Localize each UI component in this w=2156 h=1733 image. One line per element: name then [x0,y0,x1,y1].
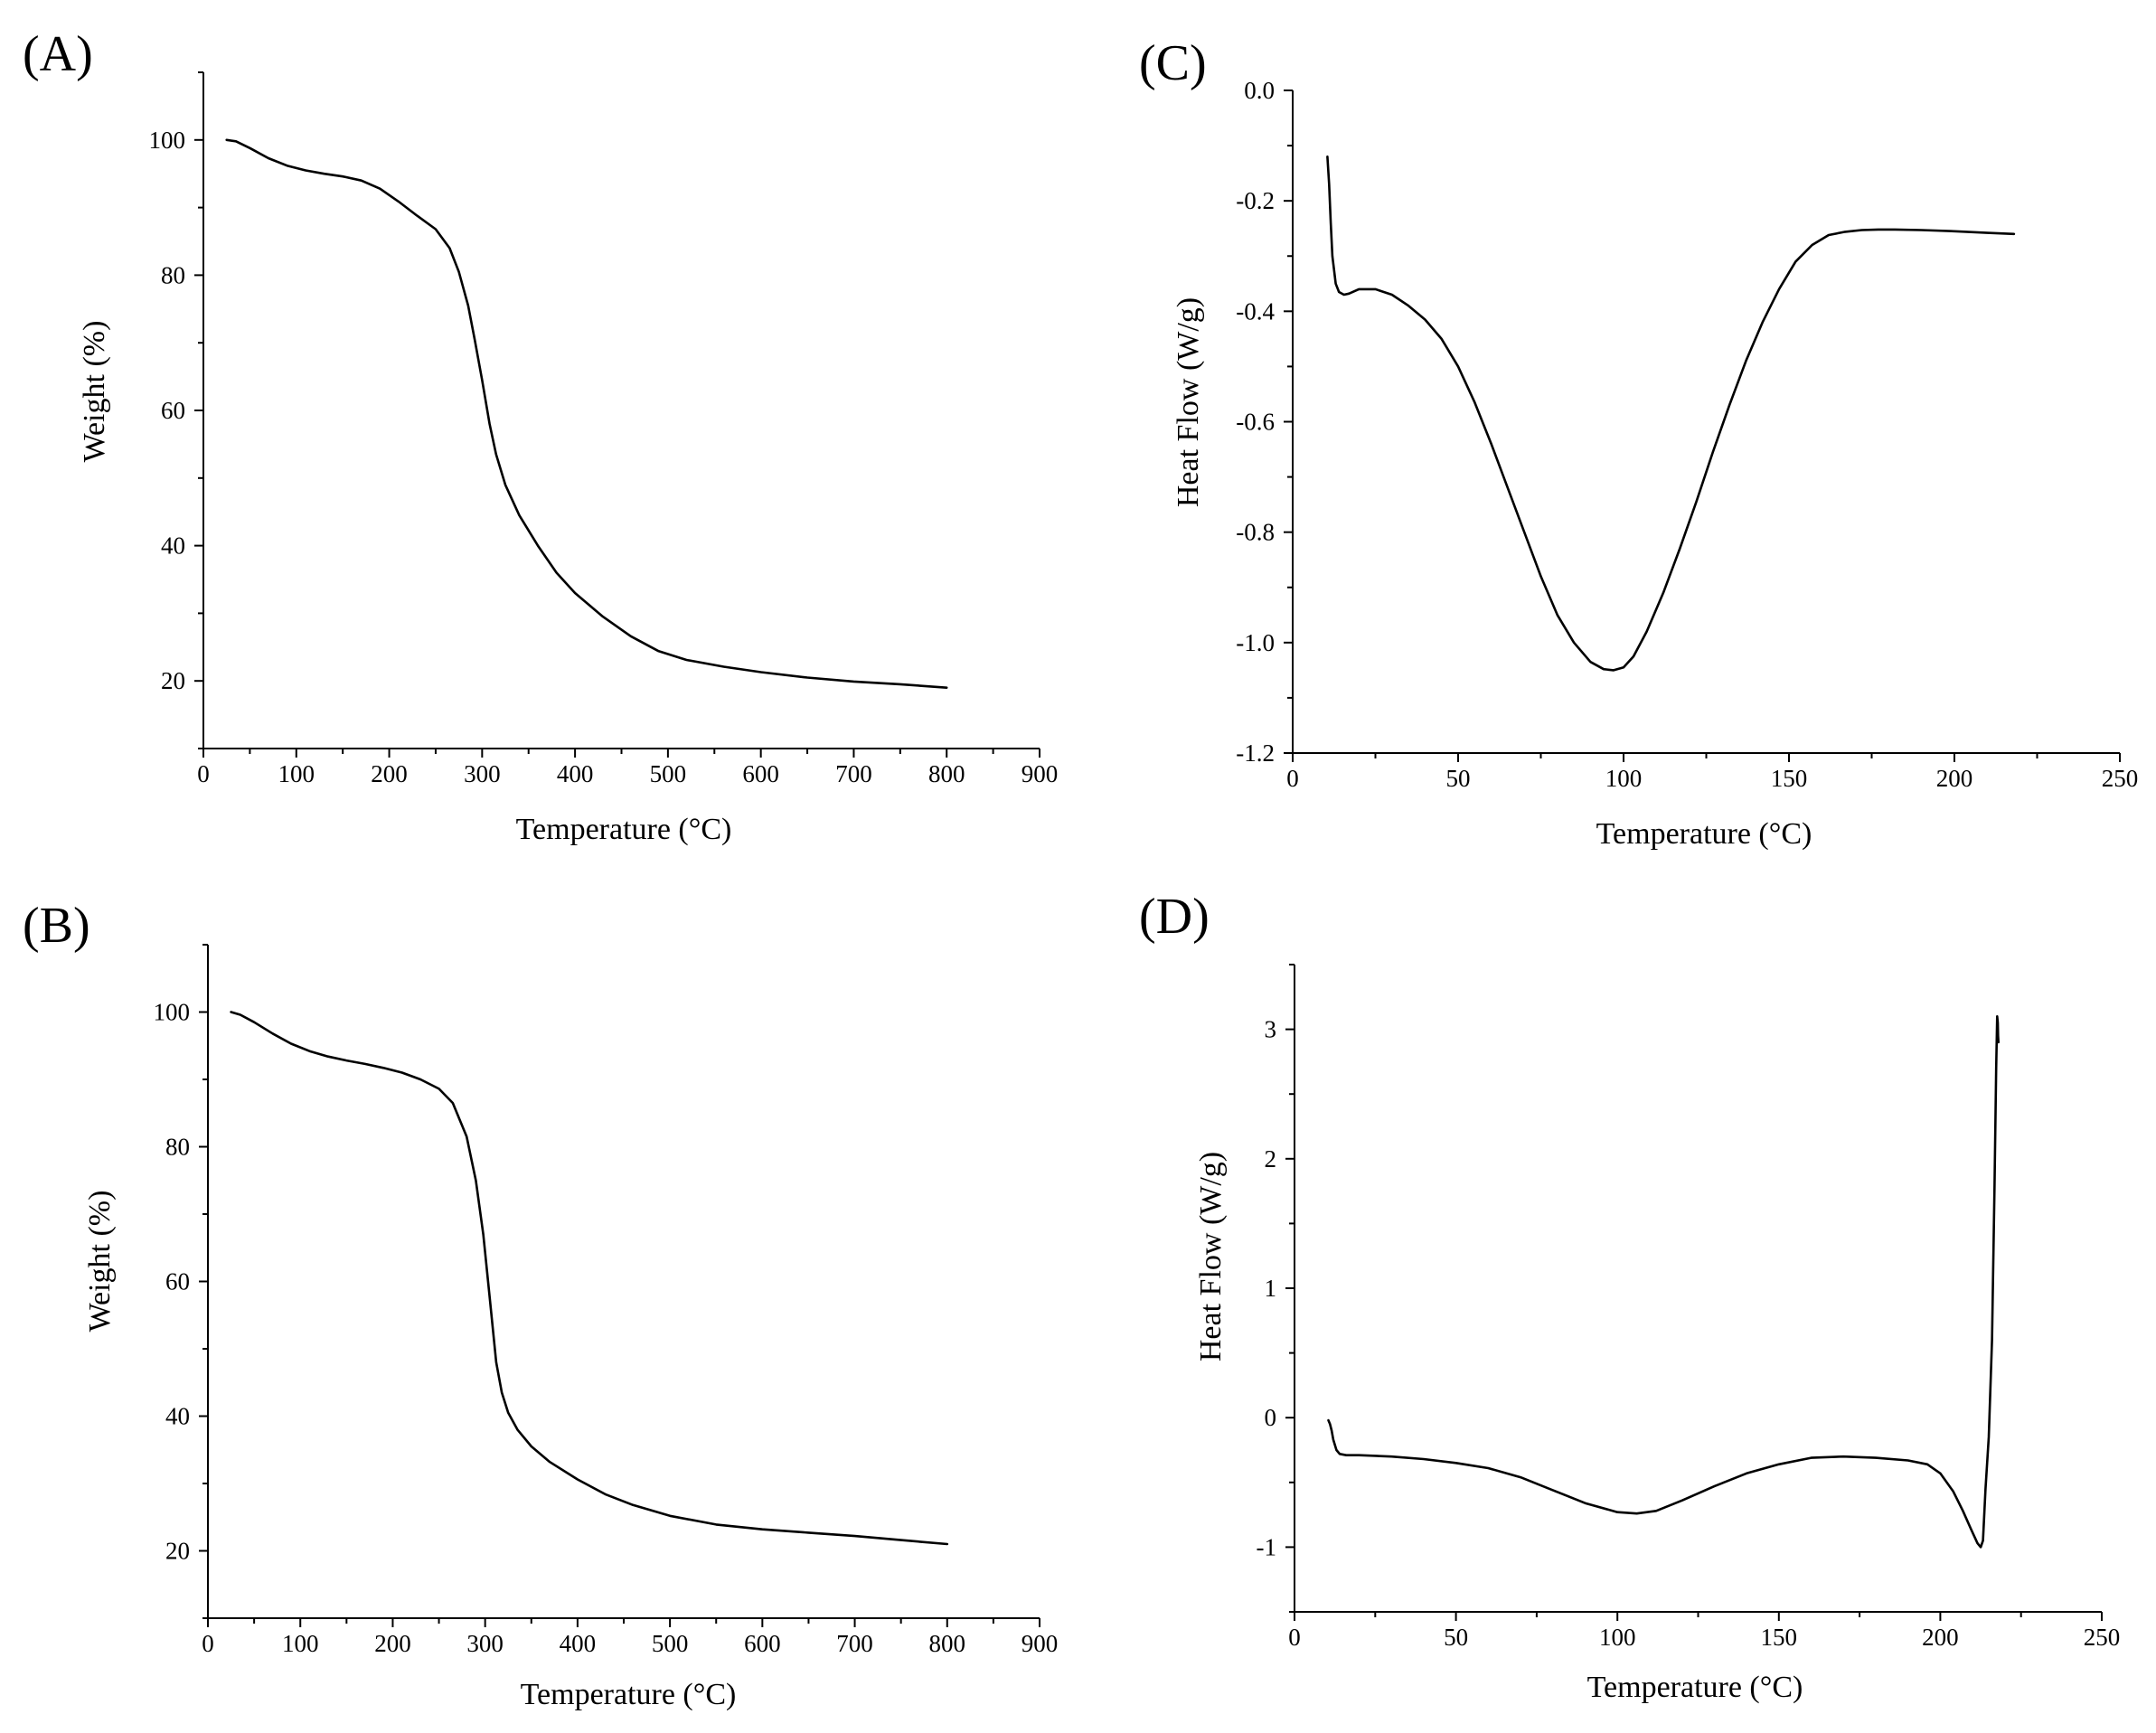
x-tick-label: 200 [1936,765,1973,792]
y-tick-label: 0.0 [1244,77,1275,104]
x-tick-label: 0 [1286,765,1299,792]
y-tick-label: -1 [1257,1533,1277,1560]
y-tick-label: 3 [1265,1016,1277,1043]
x-tick-label: 900 [1022,760,1059,787]
y-tick-label: -1.2 [1236,739,1275,767]
y-tick-label: 20 [165,1538,190,1565]
y-tick-label: 100 [154,999,191,1026]
x-tick-label: 300 [464,760,501,787]
panel-c-label: (C) [1139,35,1207,91]
x-tick-label: 200 [371,760,408,787]
x-tick-label: 0 [1288,1624,1301,1651]
y-tick-label: 20 [161,667,185,694]
x-tick-label: 150 [1761,1624,1798,1651]
y-tick-label: 60 [161,397,185,424]
panel-c-y-axis-title: Heat Flow (W/g) [1172,297,1205,507]
x-tick-label: 400 [557,760,594,787]
panel-b-axes: 0 100 200 300 400 500 600 700 800 900 20 40 60 80 100 [154,944,1059,1657]
y-tick-label: -1.0 [1236,629,1275,656]
x-tick-label: 700 [835,760,872,787]
panel-a-y-axis-title: Weight (%) [78,321,111,463]
x-tick-label: 100 [278,760,315,787]
y-tick-label: -0.2 [1236,187,1275,214]
panel-a-x-axis-title: Temperature (°C) [516,813,732,846]
y-tick-label: 100 [149,127,186,154]
panel-b-y-axis-title: Weight (%) [83,1191,117,1333]
x-tick-label: 200 [374,1630,411,1657]
x-tick-label: 50 [1446,765,1471,792]
panel-c: (C) 0 50 100 150 200 250 -1.2 -1.0 -0.8 -0.6 -0.4 -… [1139,35,2138,851]
y-tick-label: 2 [1265,1145,1277,1173]
panel-a: (A) 0 100 200 300 400 500 600 700 800 900 20 40 60 80… [23,26,1058,846]
y-tick-label: 0 [1265,1404,1277,1431]
x-tick-label: 100 [282,1630,319,1657]
y-tick-label: -0.8 [1236,519,1275,546]
y-tick-label: 40 [165,1403,190,1430]
x-tick-label: 500 [650,760,687,787]
x-tick-label: 0 [197,760,210,787]
x-tick-label: 100 [1605,765,1643,792]
panel-c-series-line [1326,155,2016,672]
x-tick-label: 250 [2084,1624,2121,1651]
x-tick-label: 400 [560,1630,597,1657]
panel-b-series-line [230,1011,949,1546]
y-tick-label: 80 [165,1134,190,1161]
panel-d-label: (D) [1139,889,1210,945]
panel-a-label: (A) [23,26,93,82]
y-tick-label: 60 [165,1268,190,1295]
x-tick-label: 200 [1922,1624,1959,1651]
y-tick-label: 80 [161,261,185,288]
x-tick-label: 0 [202,1630,214,1657]
panel-b-label: (B) [23,898,90,954]
y-tick-label: -0.6 [1236,409,1275,436]
x-tick-label: 500 [652,1630,689,1657]
y-tick-label: -0.4 [1236,297,1275,325]
x-tick-label: 600 [744,1630,781,1657]
panel-b: (B) 0 100 200 300 400 500 600 700 800 900 20 40 60 80… [23,898,1058,1711]
x-tick-label: 700 [836,1630,873,1657]
x-tick-label: 50 [1444,1624,1468,1651]
panel-c-axes: 0 50 100 150 200 250 -1.2 -1.0 -0.8 -0.6 -0.4 -0.2 0… [1236,77,2138,792]
panel-d-x-axis-title: Temperature (°C) [1587,1671,1803,1704]
x-tick-label: 800 [928,760,965,787]
panel-a-axes: 0 100 200 300 400 500 600 700 800 900 20 40 60 80 100 [149,71,1059,787]
x-tick-label: 600 [742,760,779,787]
panel-d-series-line [1327,1015,2000,1549]
panel-a-series-line [225,138,948,690]
x-tick-label: 300 [466,1630,504,1657]
x-tick-label: 900 [1022,1630,1059,1657]
x-tick-label: 250 [2102,765,2139,792]
panel-b-x-axis-title: Temperature (°C) [521,1678,737,1711]
y-tick-label: 1 [1265,1275,1277,1302]
x-tick-label: 800 [929,1630,966,1657]
x-tick-label: 150 [1771,765,1808,792]
y-tick-label: 40 [161,532,185,560]
panel-d: (D) 0 50 100 150 200 250 -1 0 1 2 3 Temperature (°… [1139,889,2120,1704]
panel-d-y-axis-title: Heat Flow (W/g) [1194,1152,1228,1361]
panel-c-x-axis-title: Temperature (°C) [1596,817,1812,851]
panel-d-axes: 0 50 100 150 200 250 -1 0 1 2 3 [1257,964,2121,1651]
x-tick-label: 100 [1599,1624,1636,1651]
